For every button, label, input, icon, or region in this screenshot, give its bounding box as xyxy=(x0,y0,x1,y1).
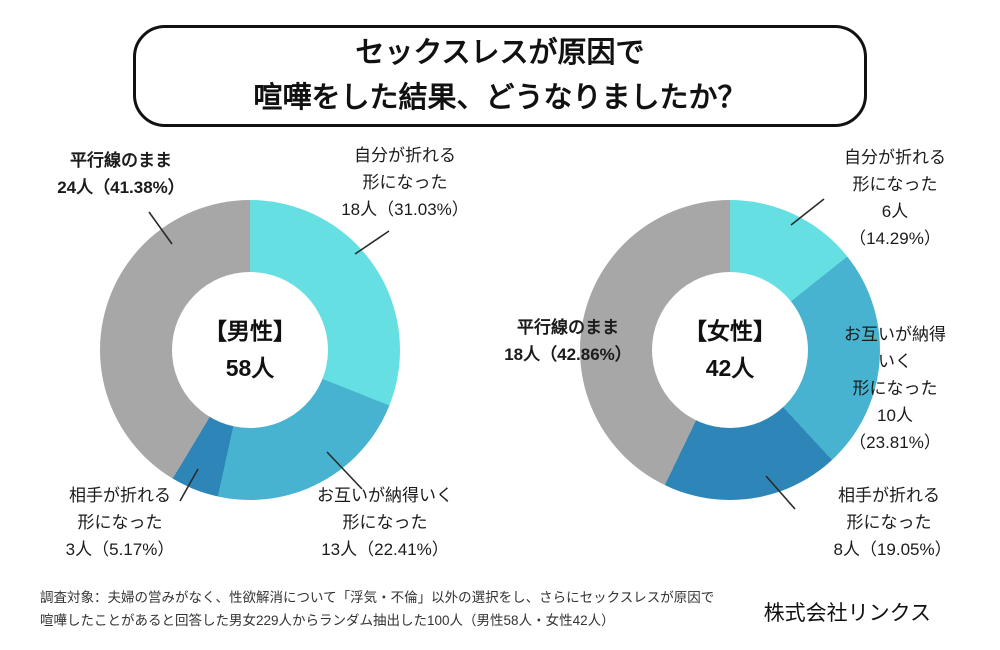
title-box: セックスレスが原因で 喧嘩をした結果、どうなりましたか？ xyxy=(133,25,867,127)
label-female-self: 自分が折れる 形になった 6人（14.29%） xyxy=(844,148,946,248)
page-title: セックスレスが原因で 喧嘩をした結果、どうなりましたか？ xyxy=(253,37,747,114)
donut-center-male-count: 58人 xyxy=(225,355,275,381)
donut-chart-male: 【男性】 58人 xyxy=(100,200,400,500)
label-male-partner: 相手が折れる 形になった 3人（5.17%） xyxy=(65,486,175,559)
label-male-mutual: お互いが納得いく 形になった 13人（22.41%） xyxy=(317,486,453,559)
donut-center-male-group: 【男性】 xyxy=(204,318,296,344)
donut-center-female-group: 【女性】 xyxy=(684,318,776,344)
label-female-mutual: お互いが納得いく 形になった 10人（23.81%） xyxy=(844,325,946,452)
donut-center-female-count: 42人 xyxy=(705,355,755,381)
donut-hole-male xyxy=(172,272,328,428)
label-female-parallel: 平行線のまま 18人（42.86%） xyxy=(504,318,632,364)
label-male-self: 自分が折れる 形になった 18人（31.03%） xyxy=(341,146,469,219)
donut-hole-female xyxy=(652,272,808,428)
label-female-partner: 相手が折れる 形になった 8人（19.05%） xyxy=(833,486,952,559)
donut-center-male: 【男性】 58人 xyxy=(100,200,400,500)
company-name: 株式会社リンクス xyxy=(763,602,931,625)
donut-chart-female: 【女性】 42人 xyxy=(580,200,880,500)
survey-note: 調査対象：夫婦の営みがなく、性欲解消について「浮気・不倫」以外の選択をし、さらに… xyxy=(40,590,715,628)
donut-center-female: 【女性】 42人 xyxy=(580,200,880,500)
label-male-parallel: 平行線のまま 24人（41.38%） xyxy=(57,151,185,197)
